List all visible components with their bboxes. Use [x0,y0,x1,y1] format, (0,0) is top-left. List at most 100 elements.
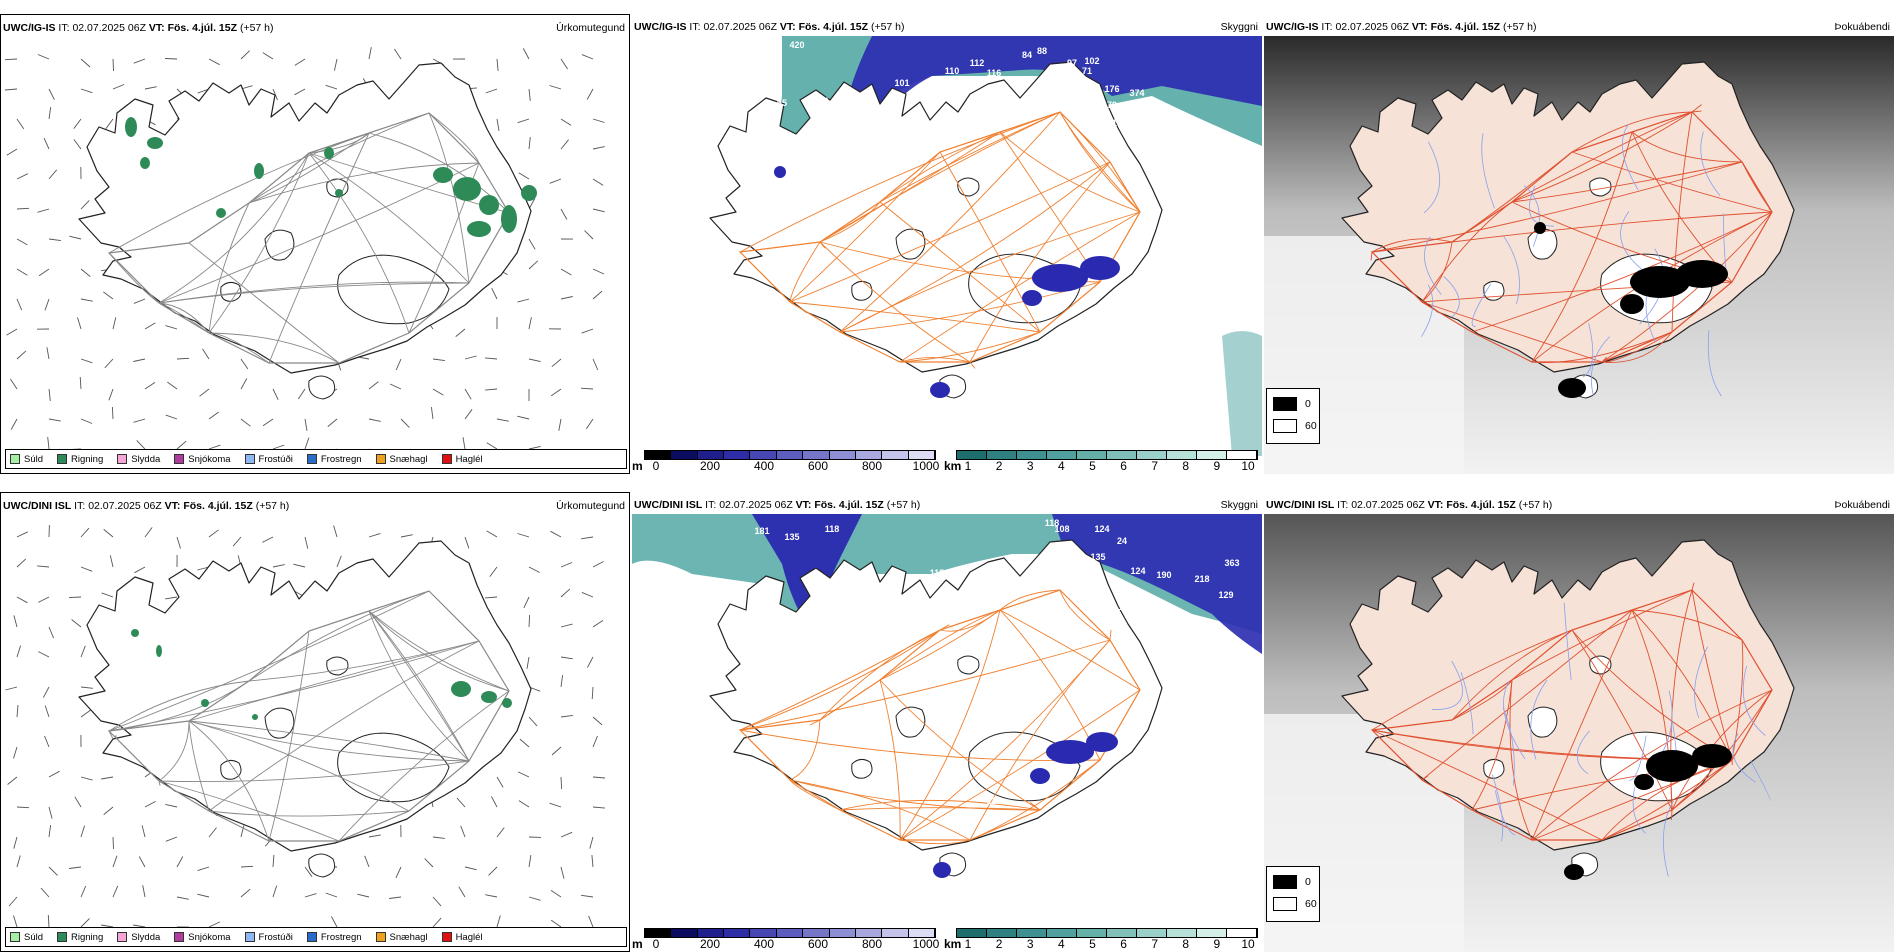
ceiling-value-label: 116 [987,68,1002,78]
legend-swatch [117,932,127,942]
fog-panel-top: UWC/IG-IS IT: 02.07.2025 06Z VT: Fös. 4.… [1264,14,1894,474]
legend-label: Snjókoma [188,454,230,465]
colorbar-segment [1197,451,1227,459]
colorbar-tick-label: 7 [1151,937,1158,951]
ceiling-value-label: 97 [1067,58,1077,68]
colorbar-segment [856,929,882,937]
legend-item: Frostregn [307,454,362,465]
colorbar-segment [830,451,856,459]
ceiling-value-label: 129 [1218,590,1233,600]
ceiling-value-label: 129 [1096,866,1111,876]
panel-tag-fog: Þokuábendi [1835,499,1890,511]
colorbar-segment [724,451,750,459]
init-time: 02.07.2025 06Z [72,22,146,34]
panel-tag-ceiling: Skyggni [1221,499,1258,511]
colorbar-segment [1017,451,1047,459]
colorbar-tick-label: 8 [1182,937,1189,951]
precip-panel-bottom: UWC/DINI ISL IT: 02.07.2025 06Z VT: Fös.… [0,492,630,952]
model-name: UWC/IG-IS [1266,21,1319,33]
init-time: 02.07.2025 06Z [703,21,777,33]
ceiling-value-label: 99 [1187,166,1197,176]
ceiling-value-label: 135 [1090,552,1105,562]
weather-blob [1080,256,1120,280]
model-name: UWC/IG-IS [3,22,56,34]
legend-item: Haglél [442,454,483,465]
colorbar-segment [803,929,829,937]
colorbar-segment [909,929,935,937]
ceiling-value-label: 86 [1173,630,1183,640]
ceiling-value-label: 311 [815,96,830,106]
legend-swatch [307,454,317,464]
ceiling-value-label: 51 [1023,788,1033,798]
colorbar-unit: km [944,459,961,473]
weather-blob [433,167,453,183]
colorbar-tick-label: 10 [1241,459,1254,473]
colorbar-tick-label: 10 [1241,937,1254,951]
ceiling-panel-bottom: UWC/DINI ISL IT: 02.07.2025 06Z VT: Fös.… [632,492,1262,952]
valid-time: Fös. 4.júl. 15Z [814,499,883,511]
init-time-label: IT: [705,499,716,511]
ceiling-value-label: 88 [1219,200,1229,210]
fog-legend-swatch [1273,897,1297,911]
legend-swatch [307,932,317,942]
lead-time: (+57 h) [871,21,905,33]
weather-blob [1022,290,1042,306]
ceiling-value-label: 135 [784,532,799,542]
weather-blob [1558,378,1586,398]
weather-blob [1646,750,1698,782]
colorbar-tick-label: 9 [1214,937,1221,951]
panel-header: UWC/DINI ISL IT: 02.07.2025 06Z VT: Fös.… [3,500,289,512]
legend-swatch [57,932,67,942]
colorbar-tick-label: 3 [1027,937,1034,951]
valid-time-label: VT: [1428,499,1444,511]
ceiling-value-label: 420 [789,40,804,50]
weather-blob [1534,222,1546,234]
lead-time: (+57 h) [1519,499,1553,511]
init-time: 02.07.2025 06Z [1351,499,1425,511]
colorbar-segment [1167,451,1197,459]
weather-blob [1032,264,1088,292]
colorbar-segment [698,451,724,459]
ceiling-value-label: 109 [804,140,819,150]
colorbar-strip [644,928,936,938]
colorbar-segment [1107,929,1137,937]
colorbar-tick-label: 400 [754,937,774,951]
colorbar-tick-label: 9 [1214,459,1221,473]
precip-map [1,515,630,952]
ceiling-value-label: 109 [1144,288,1159,298]
ceiling-value-label: 110 [945,66,960,76]
colorbar-segment [1227,451,1257,459]
colorbar-tick-label: 1000 [913,937,940,951]
legend-item: Slydda [117,932,160,943]
colorbar-tick-label: 400 [754,459,774,473]
weather-blob [140,157,150,169]
legend-item: Frostregn [307,932,362,943]
init-time: 02.07.2025 06Z [88,500,162,512]
colorbar-segment [724,929,750,937]
legend-label: Frostúði [259,454,293,465]
fog-legend-item: 60 [1273,897,1317,911]
legend-item: Snæhagl [376,454,428,465]
colorbar-unit: m [632,937,643,951]
panel-header: UWC/DINI ISL IT: 02.07.2025 06Z VT: Fös.… [1266,499,1552,511]
colorbar-segment [957,929,987,937]
weather-blob [467,221,491,237]
colorbar-segment [750,451,776,459]
fog-legend-label: 0 [1305,398,1311,410]
model-name: UWC/DINI ISL [634,499,702,511]
weather-blob [481,691,497,703]
ceiling-value-label: 102 [1120,302,1135,312]
ceiling-value-label: 95 [812,124,822,134]
fog-legend-item: 60 [1273,419,1317,433]
colorbar-strip [644,450,936,460]
legend-label: Snjókoma [188,932,230,943]
colorbar-segment [987,451,1017,459]
weather-blob [933,862,951,878]
colorbar-tick-label: 4 [1058,937,1065,951]
ceiling-value-label: 96 [1099,606,1109,616]
weather-blob [1620,294,1644,314]
weather-blob [254,163,264,179]
